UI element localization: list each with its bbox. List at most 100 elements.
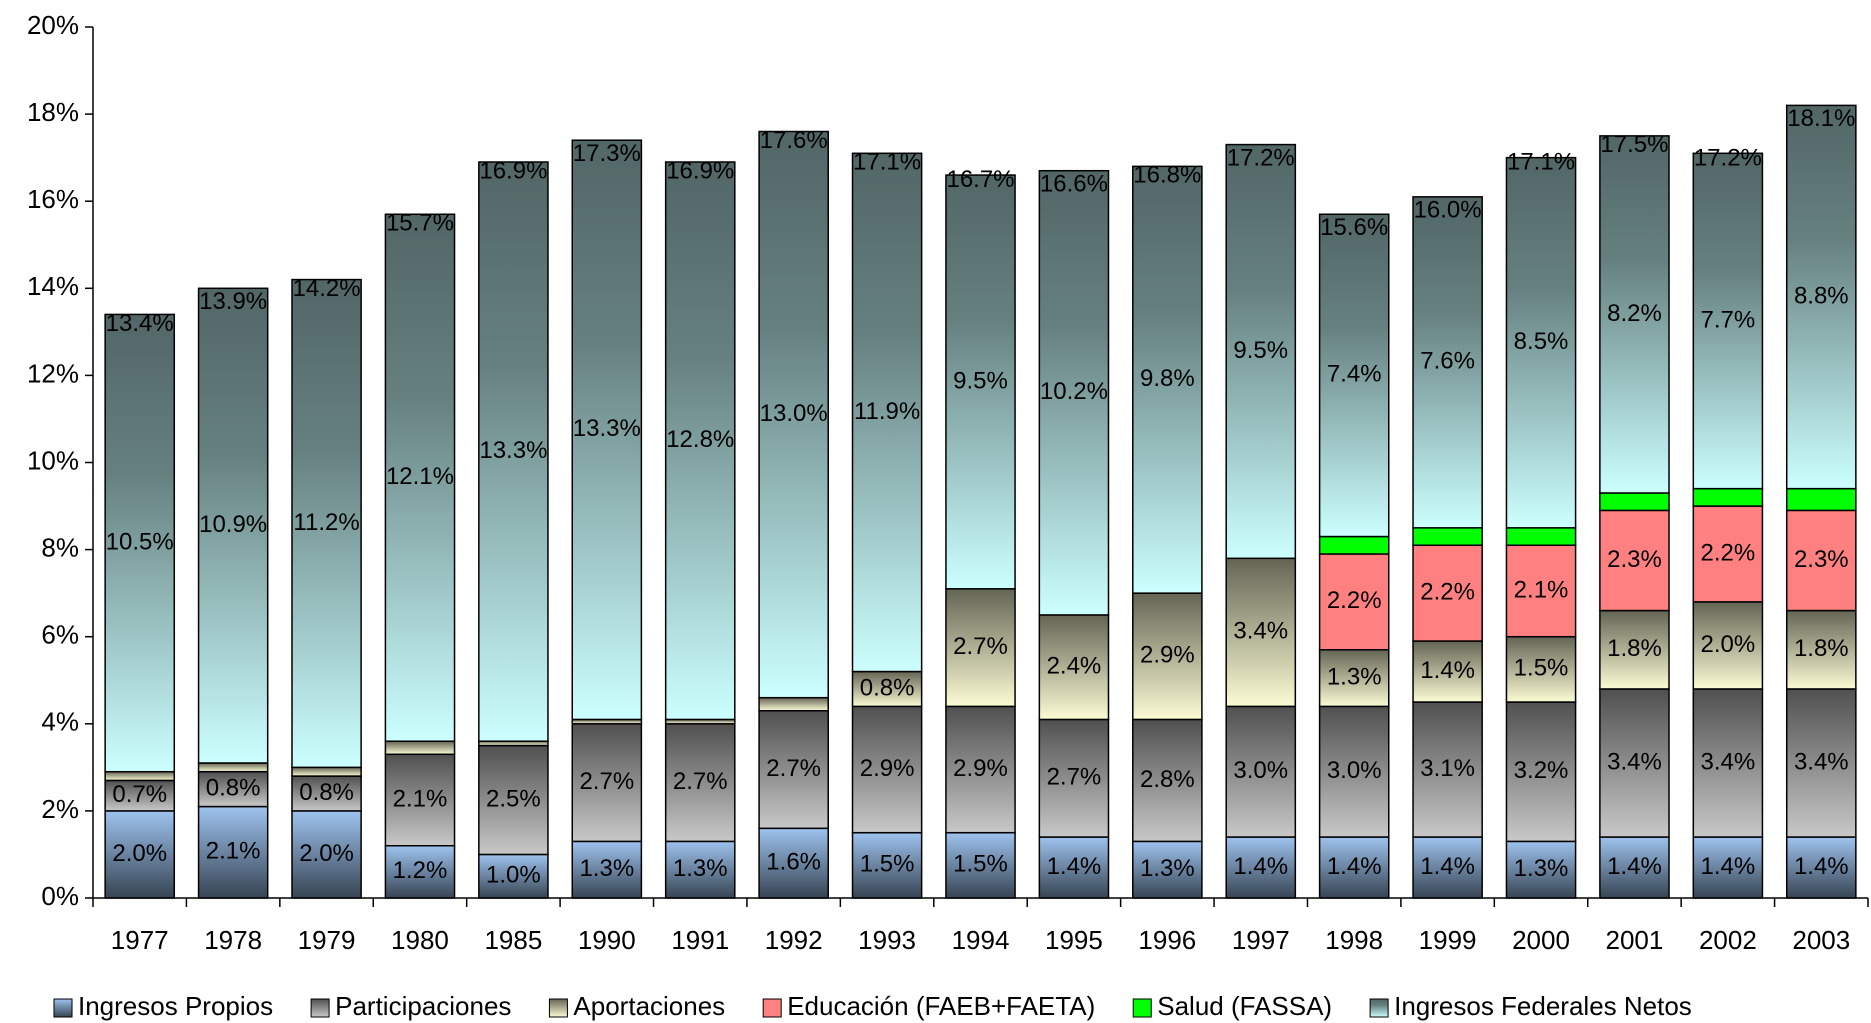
- bar-segment: [104, 810, 176, 899]
- data-label: 3.1%: [1420, 755, 1475, 782]
- data-label: 0.8%: [860, 674, 915, 701]
- data-label: 2.9%: [1140, 642, 1195, 669]
- legend-swatch: [548, 998, 568, 1018]
- bar-segment: [851, 831, 923, 899]
- total-label: 16.7%: [946, 166, 1014, 193]
- bar-segment: [1412, 544, 1483, 642]
- data-label: 2.3%: [1607, 546, 1662, 573]
- bar-segment: [1599, 509, 1670, 612]
- y-tick-label: 18%: [27, 97, 79, 127]
- data-label: 2.2%: [1327, 587, 1382, 614]
- data-label: 7.6%: [1420, 348, 1475, 375]
- data-label: 2.1%: [1514, 576, 1569, 603]
- data-label: 10.9%: [199, 511, 267, 538]
- data-label: 1.3%: [1514, 855, 1569, 882]
- bar-segment: [758, 130, 829, 699]
- bar-segment: [291, 810, 362, 899]
- bar-segment: [1785, 688, 1857, 838]
- bar-segment: [571, 139, 643, 721]
- y-tick-label: 4%: [41, 707, 79, 737]
- total-label: 16.9%: [666, 157, 734, 184]
- bar-segment: [1412, 527, 1483, 546]
- data-label: 13.3%: [479, 437, 547, 464]
- total-label: 15.6%: [1320, 214, 1388, 241]
- legend-swatch: [1132, 998, 1152, 1018]
- data-label: 1.4%: [1420, 657, 1475, 684]
- data-label: 3.4%: [1607, 748, 1662, 775]
- bar-segment: [1225, 143, 1297, 560]
- bar-segment: [1318, 535, 1390, 555]
- bar-segment: [945, 174, 1016, 590]
- x-tick-label: 1993: [858, 925, 916, 955]
- bar-segment: [197, 762, 269, 773]
- data-label: 1.5%: [860, 851, 915, 878]
- data-label: 2.1%: [206, 838, 261, 865]
- y-tick-label: 10%: [27, 445, 79, 475]
- total-label: 18.1%: [1787, 105, 1855, 132]
- y-tick-label: 12%: [27, 358, 79, 388]
- total-label: 17.6%: [760, 127, 828, 154]
- data-label: 2.5%: [486, 785, 541, 812]
- x-tick-label: 1995: [1045, 925, 1103, 955]
- x-tick-label: 2003: [1792, 925, 1850, 955]
- data-label: 9.8%: [1140, 365, 1195, 392]
- bar-segment: [1692, 688, 1764, 838]
- x-tick-label: 2002: [1699, 925, 1757, 955]
- bar-segment: [758, 696, 829, 712]
- bar-segment: [384, 753, 456, 847]
- bar-segment: [945, 705, 1016, 834]
- bar-segment: [1692, 601, 1764, 690]
- bar-segment: [384, 844, 456, 899]
- bar-segment: [1132, 592, 1203, 721]
- data-label: 2.7%: [1047, 764, 1102, 791]
- x-tick-label: 1980: [391, 925, 449, 955]
- x-tick-label: 1992: [765, 925, 823, 955]
- x-tick-label: 1994: [952, 925, 1010, 955]
- bar-segment: [851, 670, 923, 708]
- bar-segment: [1599, 688, 1670, 838]
- bar-segment: [104, 770, 176, 782]
- data-label: 1.4%: [1047, 853, 1102, 880]
- data-label: 2.2%: [1701, 539, 1756, 566]
- data-label: 1.4%: [1420, 853, 1475, 880]
- total-label: 17.2%: [1227, 144, 1295, 171]
- bar-segment: [478, 161, 549, 742]
- legend-label: Ingresos Federales Netos: [1394, 991, 1692, 1021]
- data-label: 11.9%: [854, 398, 920, 425]
- data-label: 7.4%: [1327, 361, 1382, 388]
- data-label: 3.4%: [1701, 748, 1756, 775]
- data-label: 1.3%: [673, 855, 728, 882]
- bar-segment: [1318, 836, 1390, 899]
- bar-segment: [1692, 836, 1764, 899]
- bar-segment: [1785, 104, 1857, 490]
- x-tick-label: 1985: [484, 925, 542, 955]
- data-label: 1.5%: [953, 851, 1008, 878]
- bar-segment: [197, 805, 269, 899]
- data-label: 1.8%: [1607, 635, 1662, 662]
- x-tick-label: 2001: [1606, 925, 1664, 955]
- data-label: 12.1%: [386, 463, 454, 490]
- bar-segment: [1318, 213, 1390, 538]
- bar-segment: [1132, 718, 1203, 843]
- y-tick-label: 6%: [41, 620, 79, 650]
- data-label: 3.4%: [1794, 748, 1849, 775]
- total-label: 14.2%: [293, 275, 361, 302]
- x-tick-label: 1979: [298, 925, 356, 955]
- data-label: 1.4%: [1233, 853, 1288, 880]
- legend-label: Salud (FASSA): [1157, 991, 1332, 1021]
- bar-segment: [758, 827, 829, 899]
- data-label: 2.1%: [393, 785, 448, 812]
- bar-segment: [1505, 840, 1577, 899]
- total-label: 16.0%: [1414, 197, 1482, 224]
- total-label: 16.6%: [1040, 170, 1108, 197]
- data-label: 1.4%: [1794, 853, 1849, 880]
- y-tick-label: 0%: [41, 881, 79, 911]
- bar-segment: [1692, 152, 1764, 490]
- data-label: 1.2%: [393, 857, 448, 884]
- bar-segment: [1505, 701, 1577, 843]
- legend-label: Aportaciones: [573, 991, 725, 1021]
- data-label: 10.5%: [106, 528, 174, 555]
- data-label: 12.8%: [666, 426, 734, 453]
- data-label: 13.3%: [573, 415, 641, 442]
- data-label: 1.4%: [1607, 853, 1662, 880]
